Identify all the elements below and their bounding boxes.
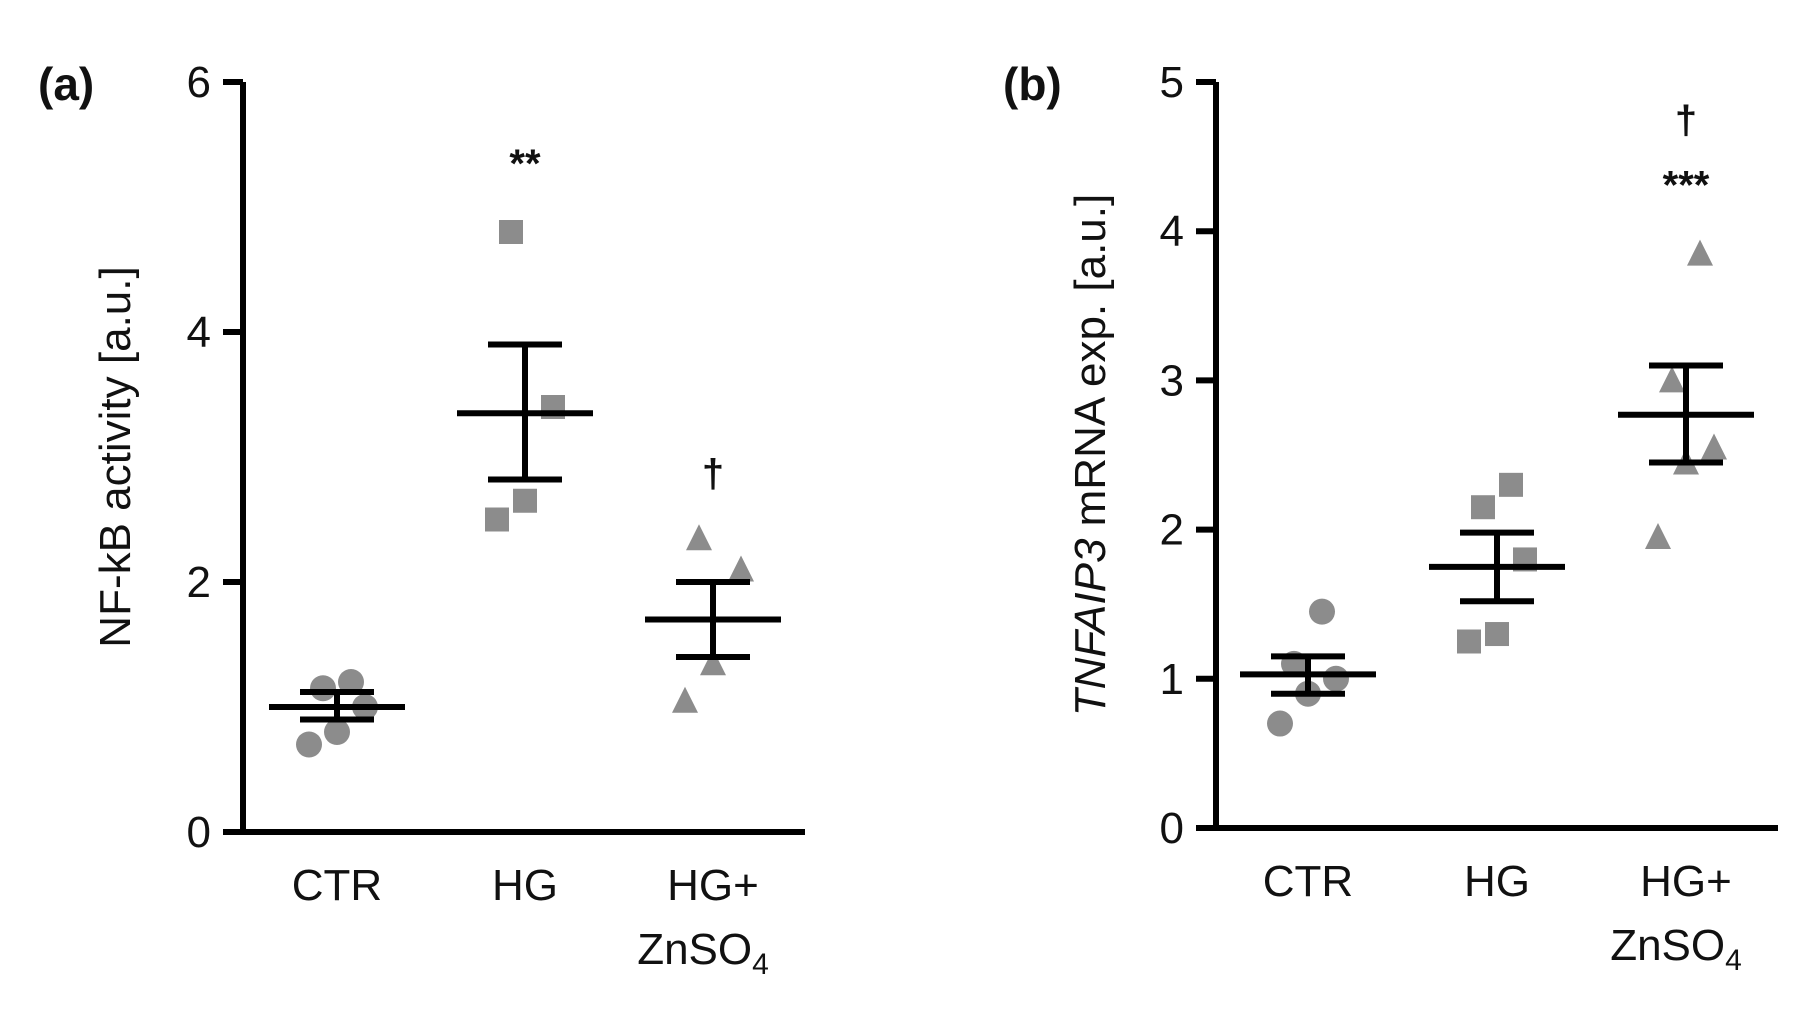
data-point-square (1485, 622, 1509, 647)
x-tick-label: CTR (1263, 857, 1353, 906)
y-tick-label: 3 (1160, 356, 1184, 405)
data-point-triangle (1645, 523, 1671, 550)
data-point-circle (1309, 598, 1335, 625)
y-tick-label: 4 (1160, 207, 1184, 256)
x-tick-label-line2-main: ZnSO (1610, 921, 1725, 970)
y-tick-label: 5 (1160, 58, 1184, 107)
significance-mark: † (702, 452, 724, 496)
data-point-circle (324, 719, 350, 745)
data-point-square (1457, 629, 1481, 654)
x-tick-label-subscript: 4 (1725, 944, 1742, 977)
data-point-triangle (1701, 433, 1727, 460)
panel-a: (a) 0 2 4 6 NF-kB activity [a.u.] CTR HG HG+ ZnSO… (38, 58, 805, 981)
panel-label: (a) (38, 58, 94, 110)
data-point-square (1499, 472, 1523, 497)
y-tick-label: 2 (1160, 506, 1184, 555)
data-point-circle (296, 731, 322, 758)
significance-mark: ** (509, 142, 541, 186)
data-point-triangle (728, 555, 754, 582)
data-point-triangle (686, 524, 712, 551)
x-tick-label-line2-main: ZnSO (637, 925, 752, 974)
panel-b: (b) 0 1 2 3 4 5 TNFAIP3 mRNA exp. [a.u.] CTR HG HG… (1003, 58, 1778, 977)
data-point-circle (1323, 665, 1349, 692)
y-tick-label: 6 (187, 58, 211, 107)
data-point-square (513, 488, 537, 513)
x-tick-label-line2: ZnSO4 (1610, 921, 1742, 977)
data-point-circle (338, 669, 364, 695)
x-tick-label: HG (492, 861, 558, 910)
y-axis-title-rest: mRNA exp. [a.u.] (1066, 194, 1115, 539)
significance-mark: *** (1663, 164, 1710, 208)
data-point-triangle (700, 649, 726, 676)
data-point-square (1471, 495, 1495, 520)
x-tick-label-subscript: 4 (752, 948, 769, 981)
y-axis-title: NF-kB activity [a.u.] (91, 266, 140, 647)
y-axis-title: TNFAIP3 mRNA exp. [a.u.] (1066, 194, 1115, 716)
data-point-square (485, 507, 509, 532)
y-tick-label: 2 (187, 558, 211, 607)
data-point-circle (310, 675, 336, 702)
data-point-triangle (672, 686, 698, 713)
x-tick-label: HG+ (667, 861, 759, 910)
y-tick-label: 0 (187, 808, 211, 857)
data-point-circle (1267, 710, 1293, 737)
y-axis-title-italic: TNFAIP3 (1066, 538, 1115, 716)
panel-label: (b) (1003, 58, 1062, 110)
data-point-triangle (1687, 239, 1713, 266)
y-tick-label: 0 (1160, 804, 1184, 853)
data-point-square (499, 220, 523, 244)
significance-mark-secondary: † (1675, 99, 1697, 143)
x-tick-label: HG (1464, 857, 1530, 906)
x-tick-label-line2: ZnSO4 (637, 925, 769, 981)
y-tick-label: 1 (1160, 655, 1184, 704)
x-tick-label: HG+ (1640, 857, 1732, 906)
x-tick-label: CTR (292, 861, 382, 910)
data-point-triangle (1659, 366, 1685, 393)
y-tick-label: 4 (187, 308, 211, 357)
